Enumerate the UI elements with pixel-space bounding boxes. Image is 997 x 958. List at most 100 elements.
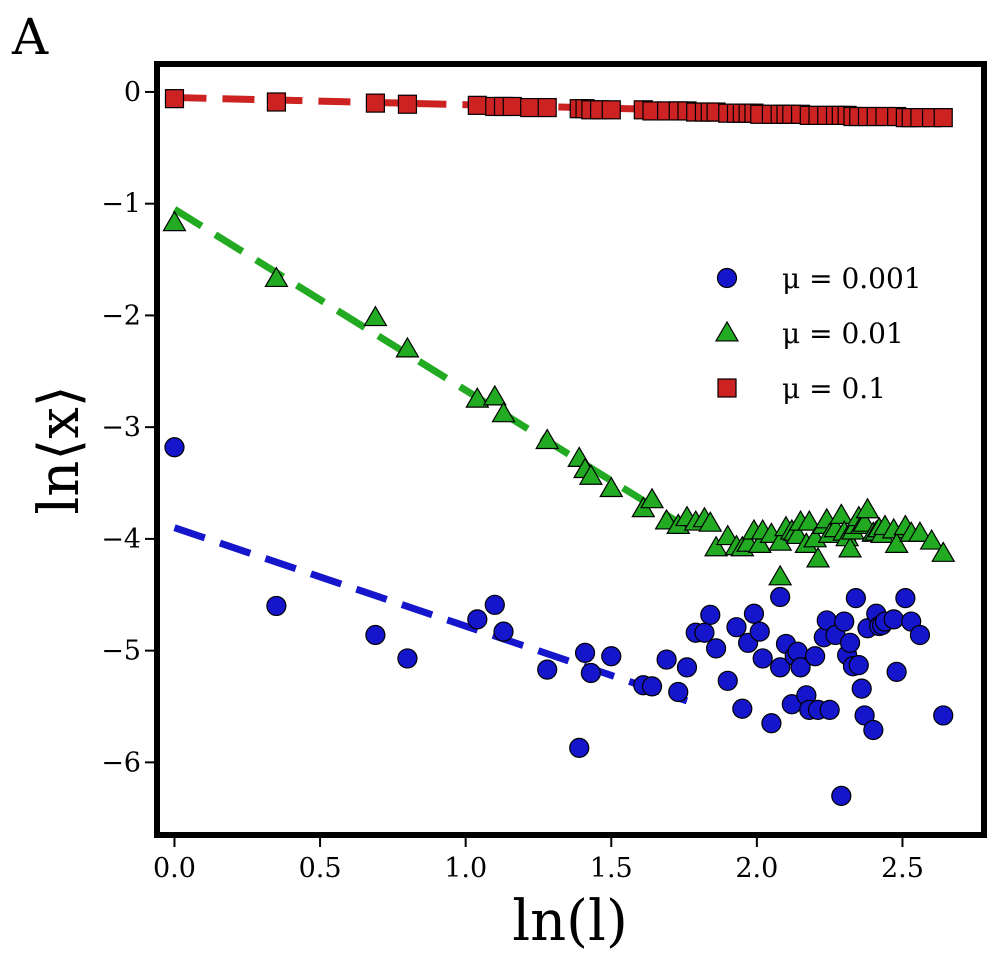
data-point — [919, 528, 944, 550]
data-point — [895, 588, 916, 609]
data-point — [797, 509, 822, 531]
data-point — [770, 586, 791, 608]
data-point — [805, 546, 831, 568]
data-point — [909, 624, 931, 646]
data-point — [363, 305, 388, 327]
y-tick-label: −2 — [101, 300, 141, 331]
data-point — [845, 588, 866, 609]
data-point — [493, 621, 514, 642]
x-axis-label: ln(l) — [512, 889, 628, 954]
data-point — [705, 638, 727, 659]
data-point — [768, 564, 793, 586]
x-tick-label: 0.5 — [299, 853, 342, 884]
data-point — [848, 655, 869, 676]
data-point — [715, 524, 740, 546]
data-point — [397, 94, 418, 114]
data-point — [931, 541, 956, 562]
data-point — [700, 604, 721, 625]
data-point — [467, 609, 488, 630]
data-point — [641, 676, 663, 697]
fit-line — [173, 524, 689, 705]
data-point — [535, 428, 560, 450]
legend-marker — [717, 378, 737, 398]
series-circle — [164, 437, 954, 806]
series-triangle — [162, 210, 956, 586]
data-point — [164, 437, 185, 458]
data-point — [537, 97, 557, 118]
data-point — [851, 678, 872, 699]
data-point — [467, 95, 487, 115]
data-point — [365, 93, 385, 113]
data-point — [484, 594, 505, 615]
data-point — [839, 632, 861, 653]
data-point — [829, 503, 854, 524]
data-point — [884, 532, 909, 553]
data-point — [266, 92, 286, 112]
data-point — [834, 611, 855, 632]
data-point — [819, 699, 840, 720]
data-point — [580, 662, 601, 684]
x-tick-label: 0.0 — [153, 853, 196, 884]
data-point — [790, 657, 811, 678]
data-point — [805, 646, 826, 667]
panel-label: A — [12, 8, 49, 66]
data-point — [520, 97, 540, 118]
data-point — [743, 603, 765, 624]
legend-label: μ = 0.01 — [782, 317, 904, 350]
data-point — [852, 511, 877, 532]
data-point — [933, 108, 953, 128]
data-point — [365, 624, 386, 646]
legend-label: μ = 0.1 — [782, 372, 886, 405]
data-point — [907, 521, 932, 542]
x-tick-label: 2.0 — [735, 853, 778, 884]
data-point — [465, 387, 490, 408]
x-tick-label: 2.5 — [881, 853, 924, 884]
data-point — [162, 210, 187, 232]
data-point — [717, 670, 738, 691]
data-point — [668, 681, 689, 703]
data-point — [601, 646, 622, 667]
data-point — [831, 785, 852, 806]
data-point — [599, 476, 624, 498]
data-point — [863, 719, 884, 741]
data-point — [761, 713, 782, 734]
data-point — [694, 622, 715, 643]
data-point — [164, 89, 185, 109]
data-point — [264, 266, 289, 288]
data-point — [770, 657, 791, 678]
data-point — [574, 642, 596, 663]
data-point — [886, 661, 907, 682]
data-point — [726, 617, 747, 638]
legend-marker — [716, 267, 738, 289]
y-axis: 0 −1 −2 −3 −4 −5 −6 — [101, 77, 154, 778]
data-point — [704, 535, 729, 557]
data-point — [838, 536, 863, 558]
data-point — [732, 698, 753, 719]
x-tick-label: 1.5 — [590, 853, 633, 884]
data-point — [395, 336, 420, 358]
series-square — [164, 89, 953, 128]
data-point — [578, 464, 603, 485]
data-point — [491, 401, 516, 423]
y-tick-label: 0 — [124, 77, 141, 108]
data-point — [656, 649, 677, 670]
data-point — [266, 595, 287, 617]
plot-frame — [154, 61, 987, 838]
data-point — [482, 384, 507, 406]
data-point — [639, 487, 665, 509]
data-point — [855, 497, 880, 519]
data-point — [752, 648, 773, 669]
data-point — [569, 737, 590, 758]
data-point — [502, 96, 522, 117]
data-point — [537, 659, 558, 680]
data-point — [676, 657, 698, 678]
y-tick-label: −4 — [101, 524, 141, 555]
x-axis: 0.0 0.5 1.0 1.5 2.0 2.5 — [153, 838, 924, 884]
y-axis-label: ln⟨x⟩ — [27, 385, 92, 514]
legend: μ = 0.001 μ = 0.01 μ = 0.1 — [714, 262, 922, 405]
fit-line — [172, 206, 689, 531]
data-point — [749, 621, 770, 642]
data-markers — [162, 89, 956, 806]
legend-label: μ = 0.001 — [782, 262, 922, 295]
